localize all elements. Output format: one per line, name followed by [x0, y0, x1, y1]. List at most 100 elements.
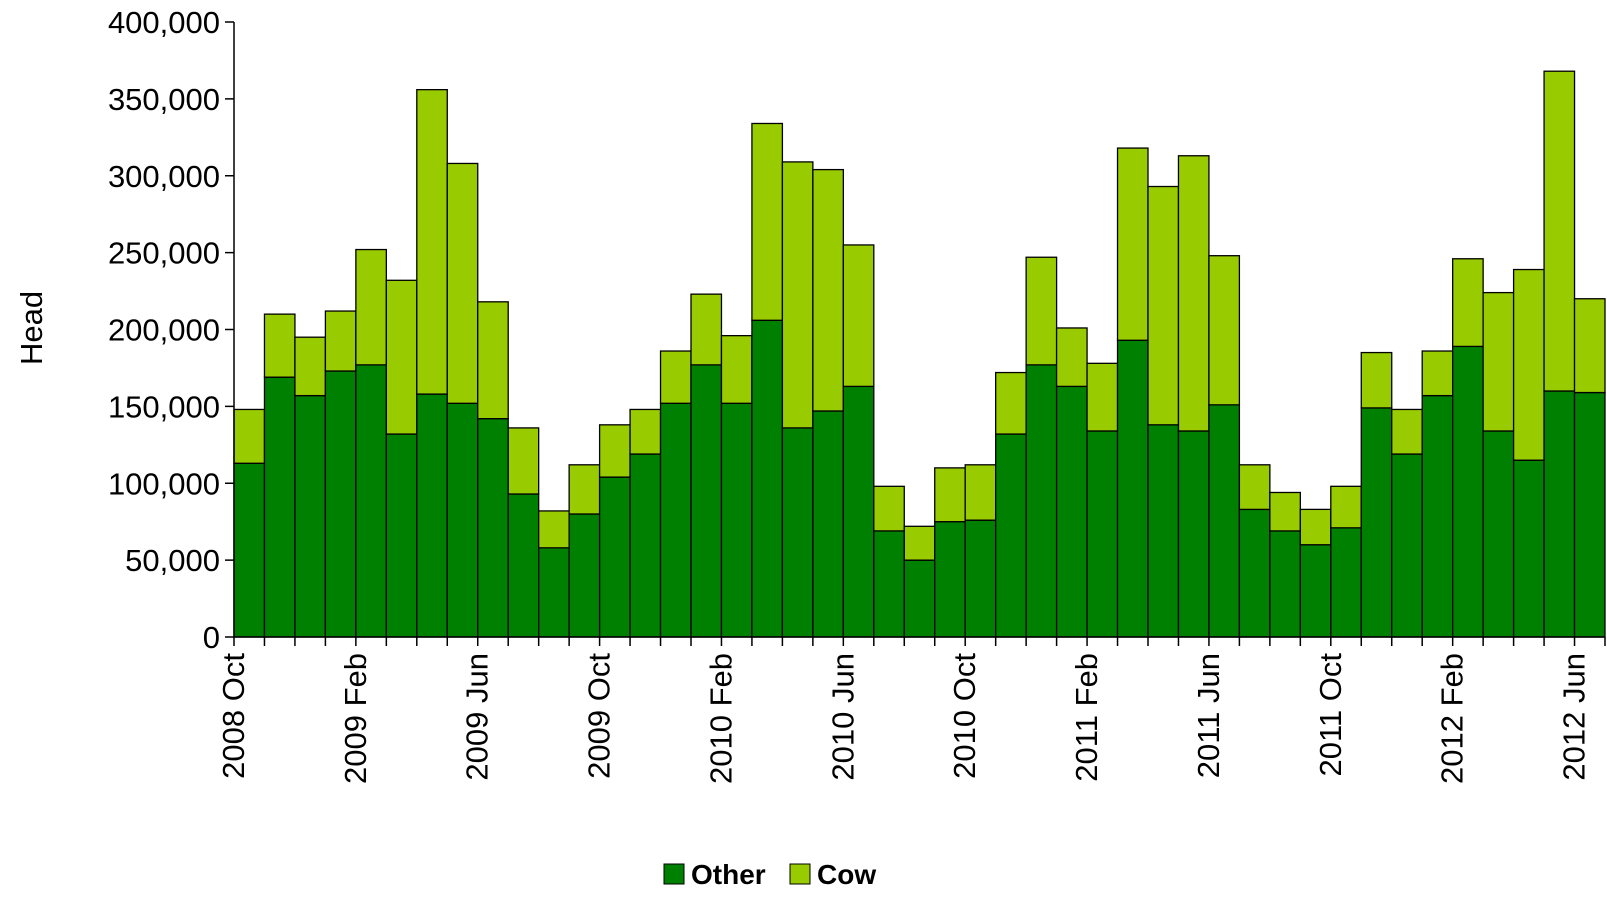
bar-cow-32 — [1208, 255, 1241, 406]
bar-cow-40 — [1452, 258, 1484, 348]
y-tick-label: 0 — [203, 620, 220, 655]
bar-other-8 — [477, 418, 509, 638]
bar-cow-39 — [1421, 350, 1454, 397]
bar-cow-12 — [598, 424, 631, 478]
bar-other-27 — [1055, 385, 1088, 638]
bar-cow-38 — [1391, 408, 1423, 455]
y-tick-label: 100,000 — [108, 466, 220, 501]
legend-swatch-cow — [789, 863, 811, 885]
bar-other-24 — [964, 519, 997, 638]
x-tick-label: 2009 Jun — [460, 653, 495, 781]
x-tick-label: 2009 Oct — [582, 653, 617, 779]
bar-other-5 — [385, 433, 418, 638]
bar-cow-25 — [995, 371, 1027, 435]
bar-other-19 — [812, 410, 844, 638]
bar-other-29 — [1116, 339, 1149, 638]
bar-other-16 — [720, 402, 753, 638]
x-tick-label: 2010 Feb — [703, 653, 738, 784]
bar-other-10 — [538, 547, 570, 638]
bar-cow-35 — [1299, 508, 1332, 546]
y-tick-label: 350,000 — [108, 82, 220, 117]
bar-cow-18 — [781, 161, 814, 429]
bar-other-43 — [1543, 390, 1576, 638]
x-tick-label: 2010 Oct — [947, 653, 982, 779]
legend: Other Cow — [663, 859, 876, 890]
bar-cow-31 — [1177, 155, 1210, 432]
y-axis: 0 50,000 100,000 150,000 200,000 250,000 300,0… — [108, 5, 235, 655]
bar-other-32 — [1208, 404, 1241, 638]
bar-cow-43 — [1543, 70, 1576, 392]
bar-cow-28 — [1086, 362, 1119, 432]
bar-cow-17 — [751, 122, 784, 321]
y-axis-title: Head — [14, 291, 49, 365]
bar-cow-14 — [659, 350, 692, 404]
bar-cow-27 — [1055, 327, 1088, 388]
legend-label-cow: Cow — [817, 859, 876, 890]
bar-other-12 — [598, 476, 631, 638]
legend-label-other: Other — [691, 859, 766, 890]
bar-cow-37 — [1360, 351, 1393, 409]
x-tick-label: 2012 Feb — [1435, 653, 1470, 784]
bar-other-25 — [995, 433, 1027, 638]
bar-cow-5 — [385, 279, 418, 435]
y-tick-label: 400,000 — [108, 5, 220, 40]
y-tick-label: 150,000 — [108, 389, 220, 424]
bar-other-15 — [690, 364, 723, 638]
bar-cow-16 — [720, 334, 753, 404]
bar-cow-6 — [416, 89, 448, 395]
x-tick-label: 2011 Oct — [1313, 653, 1348, 777]
bar-other-1 — [263, 376, 296, 638]
bar-other-22 — [903, 559, 936, 638]
bar-cow-11 — [568, 464, 601, 515]
bar-cow-22 — [903, 525, 936, 561]
bar-other-14 — [659, 402, 692, 638]
bar-other-0 — [233, 462, 266, 638]
bar-cow-44 — [1573, 298, 1606, 394]
bar-cow-23 — [934, 467, 966, 523]
bar-other-9 — [507, 493, 540, 638]
bar-cow-9 — [507, 427, 540, 495]
bar-other-34 — [1269, 530, 1301, 638]
bar-other-39 — [1421, 394, 1454, 638]
bar-cow-19 — [812, 168, 844, 412]
bar-other-26 — [1025, 364, 1058, 638]
bar-other-18 — [781, 427, 814, 638]
bar-cow-10 — [538, 510, 570, 549]
x-tick-label: 2009 Feb — [338, 653, 373, 784]
bar-cow-20 — [842, 244, 875, 388]
bar-cow-4 — [355, 248, 387, 366]
bar-other-44 — [1573, 391, 1606, 638]
legend-swatch-other — [663, 863, 685, 885]
bar-cow-1 — [263, 313, 296, 378]
x-tick-label: 2008 Oct — [216, 653, 251, 779]
y-tick-label: 50,000 — [125, 543, 220, 578]
bar-other-7 — [446, 402, 479, 638]
bar-cow-21 — [873, 485, 905, 532]
bars-layer — [233, 70, 1606, 638]
x-axis: 2008 Oct 2009 Feb 2009 Jun 2009 Oct 2010 Feb… — [216, 636, 1606, 784]
bar-other-4 — [355, 364, 387, 638]
bar-cow-26 — [1025, 256, 1058, 366]
bar-cow-36 — [1330, 485, 1362, 529]
bar-cow-41 — [1482, 291, 1515, 432]
bar-other-36 — [1330, 527, 1362, 638]
bar-other-38 — [1391, 453, 1423, 638]
bar-cow-24 — [964, 464, 997, 521]
bar-cow-33 — [1238, 464, 1271, 511]
bar-cow-0 — [233, 408, 266, 464]
y-tick-label: 200,000 — [108, 313, 220, 348]
bar-cow-29 — [1116, 147, 1149, 341]
bar-other-6 — [416, 393, 448, 638]
y-tick-label: 250,000 — [108, 236, 220, 271]
bar-cow-3 — [324, 310, 357, 372]
bar-other-13 — [629, 453, 662, 638]
bar-other-2 — [294, 394, 327, 638]
bar-other-23 — [934, 521, 966, 638]
bar-other-41 — [1482, 430, 1515, 638]
bar-cow-8 — [477, 301, 509, 420]
bar-other-3 — [324, 370, 357, 638]
bar-other-35 — [1299, 544, 1332, 638]
x-tick-label: 2012 Jun — [1557, 653, 1592, 781]
bar-cow-13 — [629, 408, 662, 455]
